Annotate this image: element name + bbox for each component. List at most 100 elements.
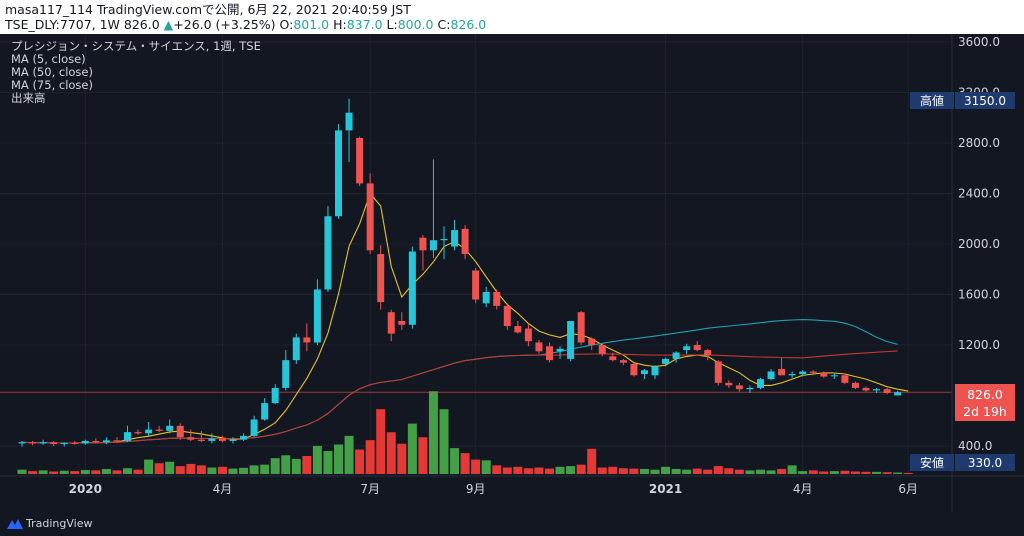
candle-body: [313, 289, 321, 343]
candle: [419, 235, 427, 271]
candle-body: [799, 371, 807, 375]
volume-bar: [344, 435, 354, 474]
volume-bar: [555, 466, 565, 474]
candle-body: [809, 371, 817, 373]
volume-bars: [17, 391, 913, 474]
volume-bar: [576, 464, 586, 474]
candle-body: [145, 429, 153, 434]
time-axis[interactable]: 2020 4月 7月 9月 2021 4月 6月: [69, 482, 918, 496]
footer: TradingView: [0, 512, 1024, 536]
candle-body: [883, 389, 891, 393]
candle: [250, 415, 258, 438]
candle: [451, 220, 459, 251]
volume-bar: [123, 468, 132, 474]
legend-title: プレシジョン・システム・サイエンス, 1週, TSE: [11, 39, 261, 53]
candle-body: [461, 228, 469, 255]
candle: [124, 425, 131, 443]
candle-body: [398, 321, 406, 325]
volume-bar: [872, 471, 882, 474]
candle-body: [134, 432, 142, 434]
candle: [683, 343, 691, 354]
legend: プレシジョン・システム・サイエンス, 1週, TSE MA (5, close)…: [11, 39, 261, 105]
candle-body: [556, 348, 564, 352]
volume-bar: [249, 465, 259, 474]
volume-bar: [49, 471, 59, 474]
candle-body: [851, 382, 859, 388]
volume-bar: [323, 450, 333, 474]
candle: [166, 419, 174, 434]
candle: [440, 226, 448, 260]
last-price-badge: 826.0 2d 19h: [955, 384, 1015, 421]
open-value: 801.0: [293, 17, 330, 32]
volume-bar: [618, 468, 628, 474]
volume-bar: [239, 467, 249, 474]
countdown-value: 2d 19h: [963, 404, 1007, 419]
candle: [778, 357, 786, 376]
volume-bar: [713, 466, 723, 474]
candle: [102, 437, 110, 445]
candle: [524, 323, 532, 347]
price-tick-label: 2800.0: [958, 136, 1000, 150]
candle: [841, 374, 849, 385]
volume-bar: [376, 409, 386, 474]
header: masa117_114 TradingView.comで公開, 6月 22, 2…: [0, 0, 1024, 34]
candle: [598, 343, 606, 357]
volume-bar: [165, 461, 175, 474]
volume-bar: [703, 469, 713, 474]
volume-bar: [829, 471, 839, 474]
high-badge-label: 高値: [920, 93, 944, 108]
volume-bar: [587, 448, 597, 474]
candle: [767, 368, 775, 381]
candle: [873, 387, 881, 393]
volume-bar: [513, 466, 523, 474]
ohlc-line: TSE_DLY:7707, 1W 826.0 ▲+26.0 (+3.25%) O…: [5, 17, 486, 32]
candle-body: [535, 342, 543, 352]
candle-body: [387, 312, 395, 334]
volume-bar: [597, 467, 607, 474]
volume-bar: [17, 469, 27, 474]
legend-ma5: MA (5, close): [11, 52, 86, 66]
candle-body: [377, 254, 385, 303]
candle-body: [451, 230, 459, 247]
price-chart[interactable]: 3600.03200.02800.02400.02000.01600.01200…: [0, 34, 1024, 512]
last-price-value: 826.0: [967, 387, 1003, 402]
volume-bar: [270, 458, 280, 474]
candle: [81, 439, 89, 445]
volume-bar: [777, 468, 787, 474]
legend-ma75: MA (75, close): [11, 78, 93, 92]
candle: [50, 440, 58, 446]
candle: [39, 439, 47, 445]
low-badge: 安値 330.0: [910, 454, 1015, 471]
volume-bar: [893, 472, 903, 474]
candle: [535, 339, 543, 354]
candle-body: [725, 382, 733, 386]
candle-body: [208, 438, 216, 441]
tradingview-logo-icon[interactable]: [6, 517, 24, 531]
volume-bar: [682, 469, 692, 474]
volume-bar: [492, 465, 502, 474]
candle-body: [50, 442, 58, 445]
candle: [556, 346, 564, 359]
volume-bar: [355, 449, 365, 474]
candle: [335, 124, 342, 219]
volume-bar: [861, 471, 871, 474]
legend-volume: 出来高: [11, 91, 46, 105]
last-price-badge-bg: [955, 384, 1015, 421]
volume-bar: [144, 459, 154, 474]
candle: [577, 310, 585, 345]
volume-bar: [91, 470, 101, 474]
price-tick-label: 400.0: [958, 439, 992, 453]
candle: [725, 380, 733, 388]
candle-body: [830, 375, 838, 377]
low-label: L:: [386, 17, 398, 32]
price-tick-label: 1200.0: [958, 338, 1000, 352]
moving-averages: [21, 192, 909, 444]
candle: [851, 381, 859, 390]
candle: [187, 429, 195, 441]
candle-body: [640, 370, 648, 375]
candle: [820, 371, 828, 378]
candle-body: [873, 389, 881, 391]
candle-body: [261, 403, 269, 420]
volume-bar: [629, 468, 639, 474]
candle-body: [324, 216, 332, 290]
